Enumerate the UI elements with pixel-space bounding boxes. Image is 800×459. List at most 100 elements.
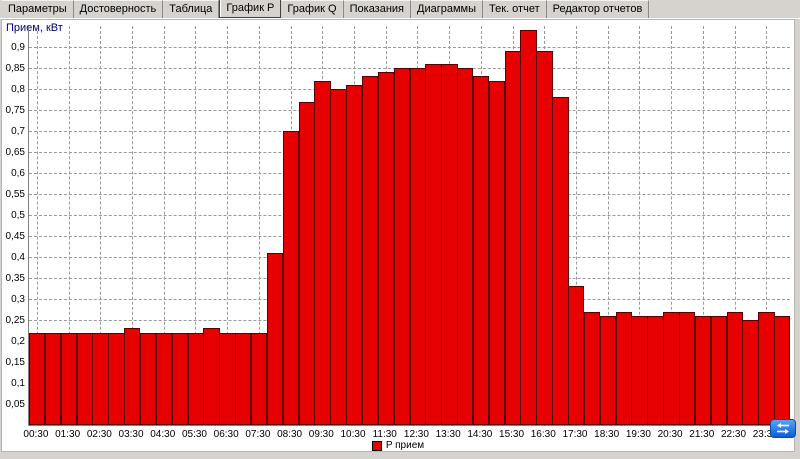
bar-20:00 <box>647 315 664 425</box>
tab-grafik-p[interactable]: График P <box>219 0 282 18</box>
v-gridline <box>132 26 134 425</box>
bar-03:30 <box>124 328 141 425</box>
bar-12:30 <box>409 68 426 425</box>
chart-panel: Прием, кВт P прием 0,05 0,1 0,15 0,2 0,25 0,3… <box>1 19 795 452</box>
bar-13:30 <box>441 63 458 425</box>
v-gridline <box>163 26 165 425</box>
bar-18:00 <box>583 311 601 425</box>
scroll-arrows-icon[interactable] <box>770 419 796 438</box>
x-axis-tick-label: 05:30 <box>181 429 207 440</box>
bar-03:00 <box>108 332 125 425</box>
bar-07:30 <box>250 332 268 425</box>
y-axis-tick-label: 0,55 <box>5 189 25 200</box>
bar-10:00 <box>330 89 347 425</box>
bar-06:00 <box>203 328 220 425</box>
bar-08:30 <box>282 131 299 425</box>
tab-pokazaniya[interactable]: Показания <box>343 0 412 18</box>
v-gridline <box>258 26 260 425</box>
y-axis-tick-label: 0,2 <box>11 336 25 347</box>
bar-10:30 <box>346 84 363 425</box>
bar-14:00 <box>457 68 474 425</box>
bar-06:30 <box>219 332 236 425</box>
x-axis-tick-label: 14:30 <box>467 429 493 440</box>
x-axis-tick-label: 21:30 <box>689 429 715 440</box>
v-gridline <box>734 26 736 425</box>
tab-redaktor-otchetov[interactable]: Редактор отчетов <box>546 0 650 18</box>
tab-tek-otchet[interactable]: Тек. отчет <box>483 0 547 18</box>
bar-20:30 <box>663 311 680 425</box>
tab-tablica[interactable]: Таблица <box>163 0 220 18</box>
y-axis-tick-label: 0,3 <box>11 294 25 305</box>
bar-24:00 <box>774 315 791 425</box>
legend: P прием <box>2 439 794 452</box>
v-gridline <box>100 26 102 425</box>
tab-bar: Параметры Достоверность Таблица График P Гра… <box>0 0 800 19</box>
y-axis-tick-label: 0,35 <box>5 273 25 284</box>
bar-12:00 <box>393 68 410 425</box>
y-axis-tick-label: 0,85 <box>5 63 25 74</box>
x-axis-tick-label: 23:30 <box>752 429 778 440</box>
x-axis-tick-label: 16:30 <box>530 429 556 440</box>
y-axis-tick-label: 0,65 <box>5 147 25 158</box>
v-gridline <box>195 26 197 425</box>
x-axis-tick-label: 15:30 <box>499 429 525 440</box>
bar-21:00 <box>679 311 696 425</box>
bar-01:00 <box>44 332 62 425</box>
legend-label: P прием <box>385 440 425 451</box>
bar-11:00 <box>361 76 379 425</box>
y-axis-tick-label: 0,75 <box>5 105 25 116</box>
y-axis-tick-label: 0,9 <box>11 42 25 53</box>
v-gridline <box>227 26 229 425</box>
tab-parametry[interactable]: Параметры <box>2 0 74 18</box>
x-axis-tick-label: 00:30 <box>23 429 49 440</box>
bar-09:30 <box>314 80 331 425</box>
x-axis-tick-label: 03:30 <box>118 429 144 440</box>
swap-arrows-glyph <box>777 423 789 434</box>
y-axis-tick-label: 0,45 <box>5 231 25 242</box>
bar-11:30 <box>377 72 395 425</box>
x-axis-tick-label: 22:30 <box>720 429 747 440</box>
bar-09:00 <box>298 101 315 425</box>
bar-18:30 <box>599 315 617 425</box>
v-gridline <box>575 26 577 425</box>
bar-23:30 <box>758 311 775 425</box>
bar-19:00 <box>615 311 632 425</box>
y-axis-tick-label: 0,5 <box>11 210 25 221</box>
x-axis-tick-label: 09:30 <box>308 429 334 440</box>
x-axis-tick-label: 01:30 <box>55 429 81 440</box>
tab-grafik-q[interactable]: График Q <box>281 0 344 18</box>
y-axis-tick-label: 0,1 <box>11 378 25 389</box>
bar-23:00 <box>742 320 759 425</box>
bar-21:30 <box>694 315 712 425</box>
legend-swatch <box>371 440 382 451</box>
x-axis-tick-label: 17:30 <box>562 429 588 440</box>
x-axis-tick-label: 06:30 <box>213 429 239 440</box>
bar-04:30 <box>155 332 173 425</box>
y-axis-tick-label: 0,25 <box>5 315 25 326</box>
plot-area <box>28 26 791 426</box>
h-gridline <box>29 47 790 48</box>
bar-15:30 <box>504 51 521 425</box>
bar-17:00 <box>552 97 569 425</box>
bar-16:00 <box>520 30 537 425</box>
bar-16:30 <box>536 51 553 425</box>
bar-05:00 <box>171 332 189 425</box>
x-axis-tick-label: 20:30 <box>657 429 683 440</box>
v-gridline <box>766 26 768 425</box>
v-gridline <box>36 26 38 425</box>
x-axis-tick-label: 11:30 <box>372 429 397 440</box>
x-axis-tick-label: 19:30 <box>625 429 651 440</box>
bar-02:00 <box>76 332 93 425</box>
y-axis-tick-label: 0,4 <box>11 252 25 263</box>
bar-17:30 <box>568 286 585 425</box>
x-axis-tick-label: 10:30 <box>340 429 366 440</box>
tab-dostovernost[interactable]: Достоверность <box>73 0 164 18</box>
y-axis-tick-label: 0,6 <box>11 168 25 179</box>
x-axis-tick-label: 13:30 <box>435 429 461 440</box>
bar-05:30 <box>187 332 204 425</box>
v-gridline <box>607 26 609 425</box>
bar-13:00 <box>425 63 442 425</box>
bar-00:30 <box>29 332 46 425</box>
tab-diagrammy[interactable]: Диаграммы <box>411 0 484 18</box>
